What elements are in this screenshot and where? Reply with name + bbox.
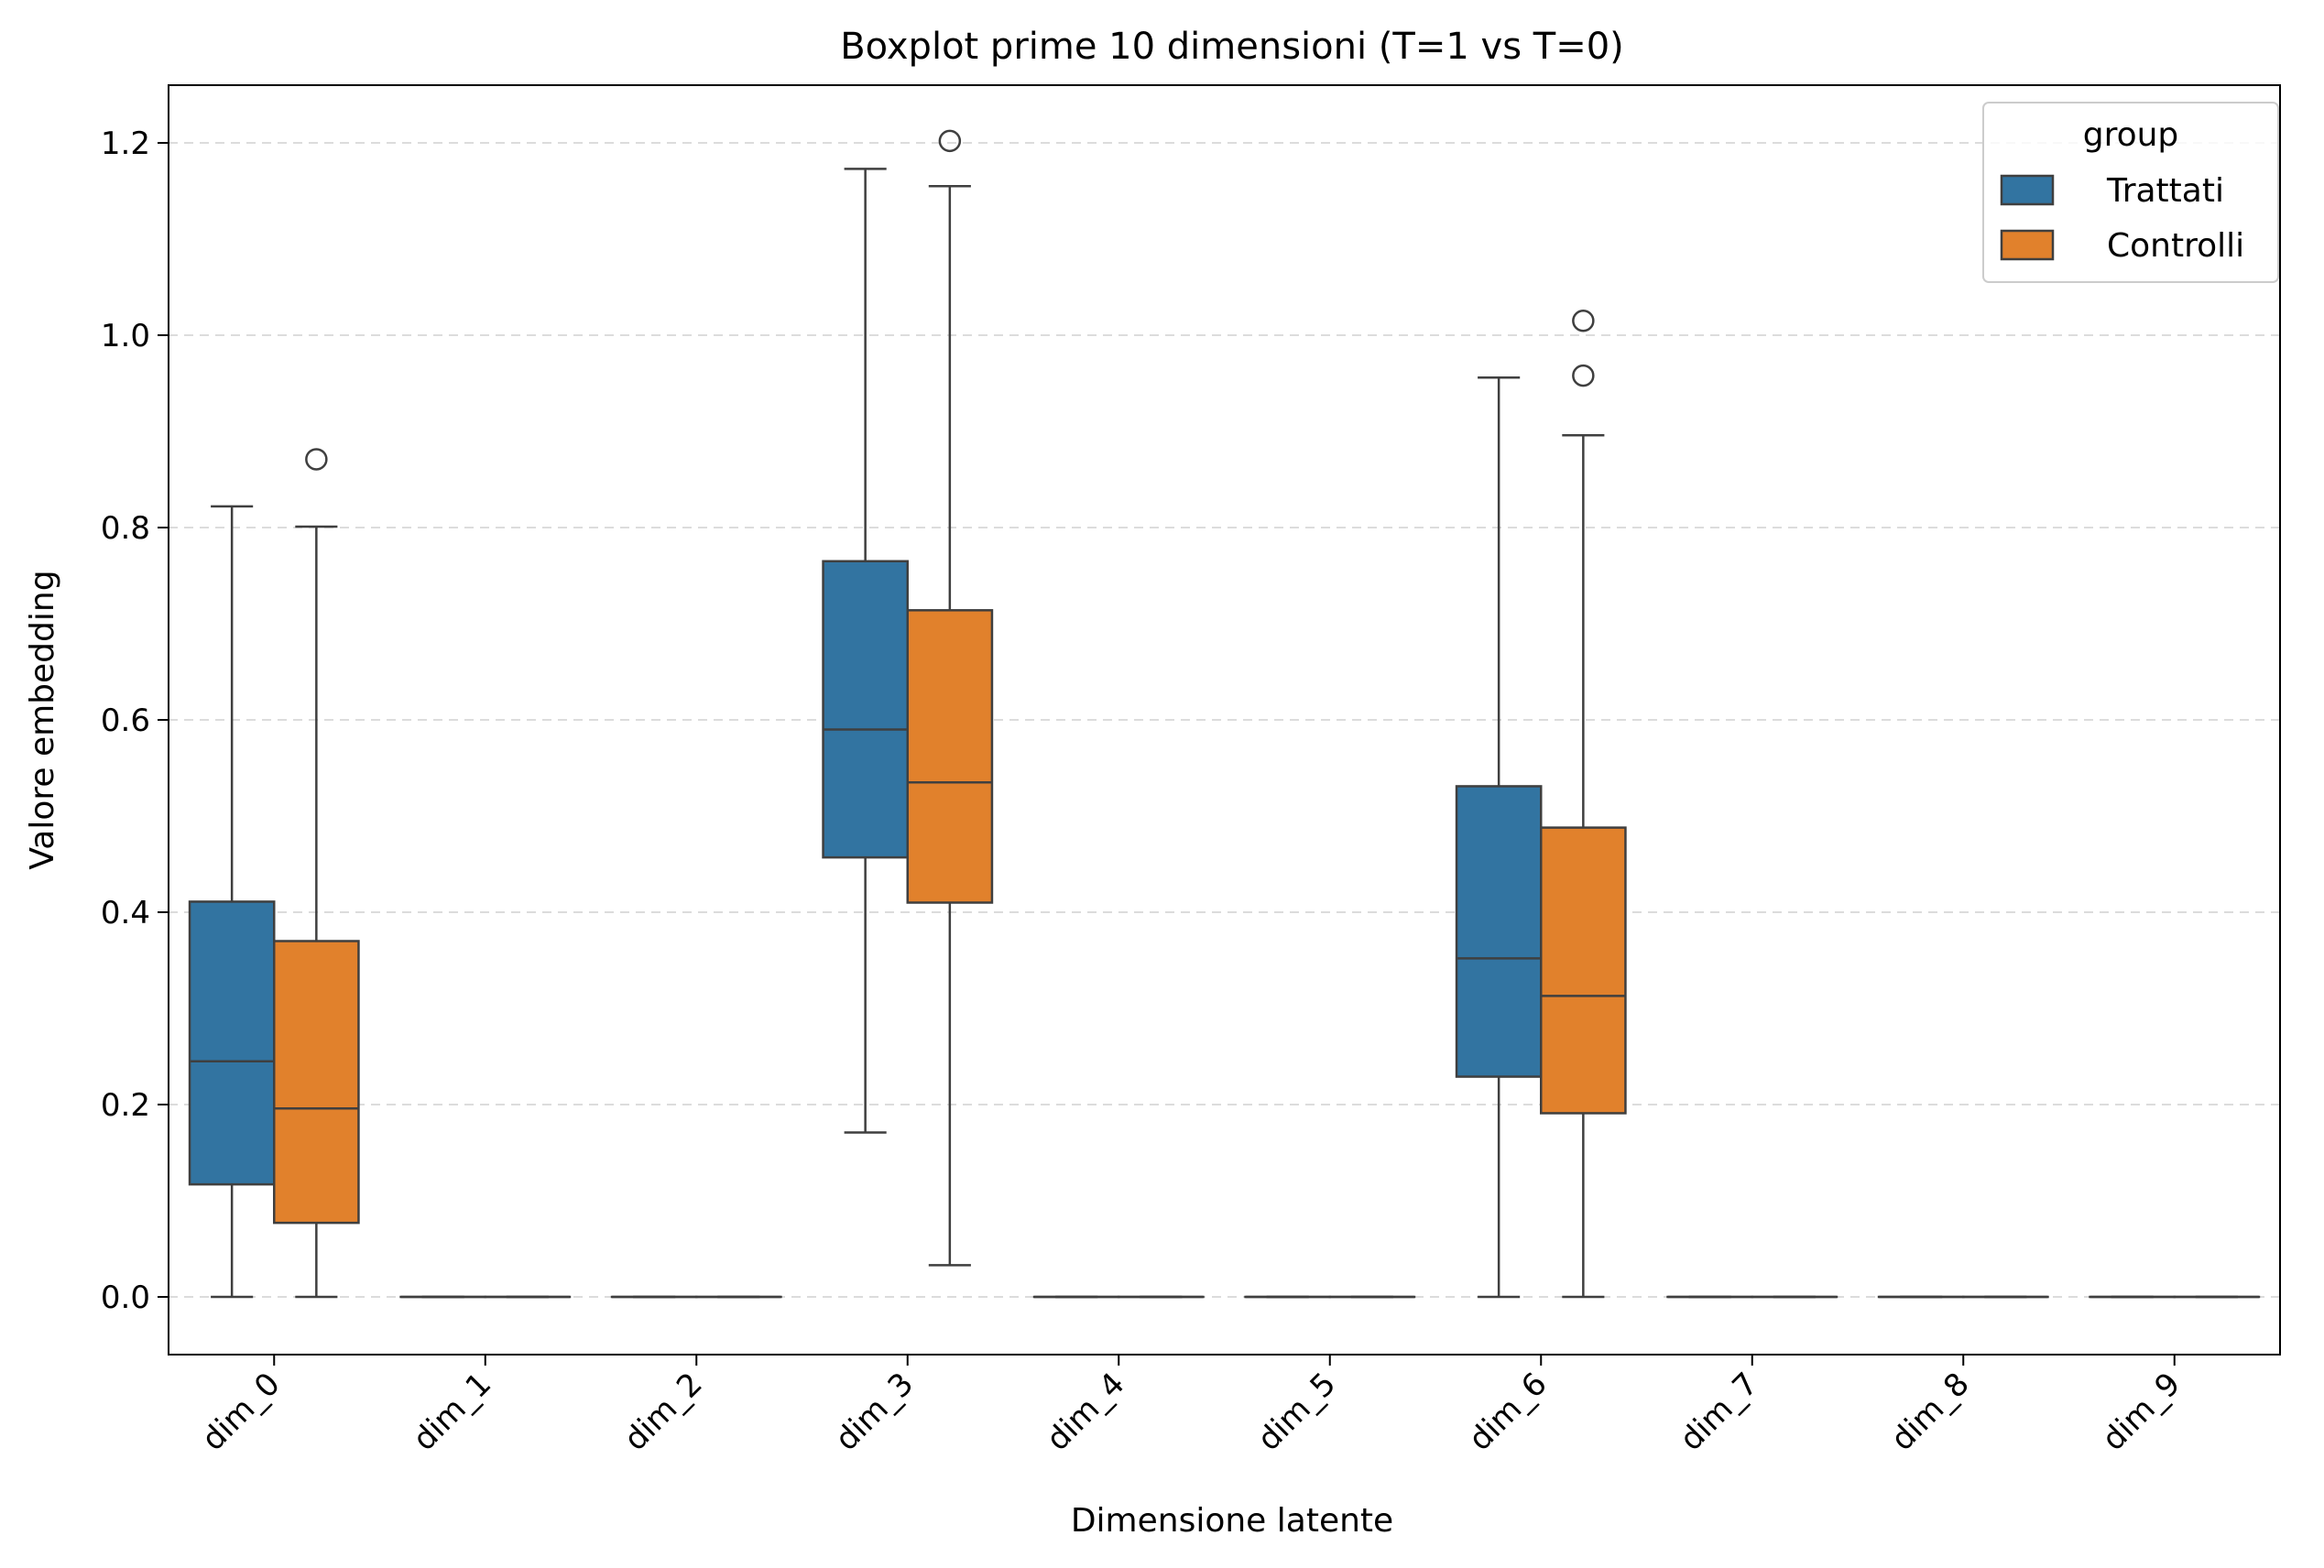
legend: group Trattati Controlli — [1982, 102, 2279, 283]
legend-swatch-trattati — [2000, 174, 2055, 206]
legend-label-trattati: Trattati — [2106, 172, 2224, 210]
legend-label-controlli: Controlli — [2107, 227, 2244, 265]
iqr-box — [1540, 826, 1627, 1115]
boxplot-controlli-dim-6 — [1540, 310, 1627, 1299]
outlier-point — [1572, 364, 1595, 387]
boxplot-controlli-dim-3 — [906, 129, 994, 1267]
y-axis: 0.0 0.2 0.4 0.6 0.8 1.0 1.2 — [101, 125, 169, 1316]
y-tick-label: 0.4 — [101, 895, 150, 931]
outlier-point — [1572, 310, 1595, 332]
plot-data — [188, 129, 2261, 1299]
iqr-box — [822, 560, 909, 859]
legend-frame — [1982, 102, 2279, 283]
y-tick-label: 0.2 — [101, 1087, 150, 1124]
iqr-box — [1455, 785, 1543, 1078]
y-tick-label: 0.6 — [101, 702, 150, 739]
y-tick-label: 1.2 — [101, 125, 150, 162]
x-axis-label: Dimensione latente — [1071, 1502, 1393, 1540]
boxplot-trattati-dim-0 — [188, 505, 276, 1299]
outlier-point — [305, 448, 328, 471]
boxplot-trattati-dim-3 — [822, 168, 909, 1134]
iqr-box — [906, 609, 994, 904]
legend-swatch-controlli — [2000, 229, 2055, 261]
y-axis-label: Valore embedding — [24, 570, 61, 869]
outlier-point — [938, 129, 962, 153]
y-tick-label: 0.0 — [101, 1279, 150, 1316]
boxplot-controlli-dim-0 — [273, 448, 360, 1299]
legend-title: group — [2083, 116, 2179, 154]
y-tick-label: 0.8 — [101, 510, 150, 547]
y-tick-label: 1.0 — [101, 318, 150, 354]
chart-title: Boxplot prime 10 dimensioni (T=1 vs T=0) — [840, 26, 1624, 68]
iqr-box — [188, 900, 276, 1186]
iqr-box — [273, 940, 360, 1225]
